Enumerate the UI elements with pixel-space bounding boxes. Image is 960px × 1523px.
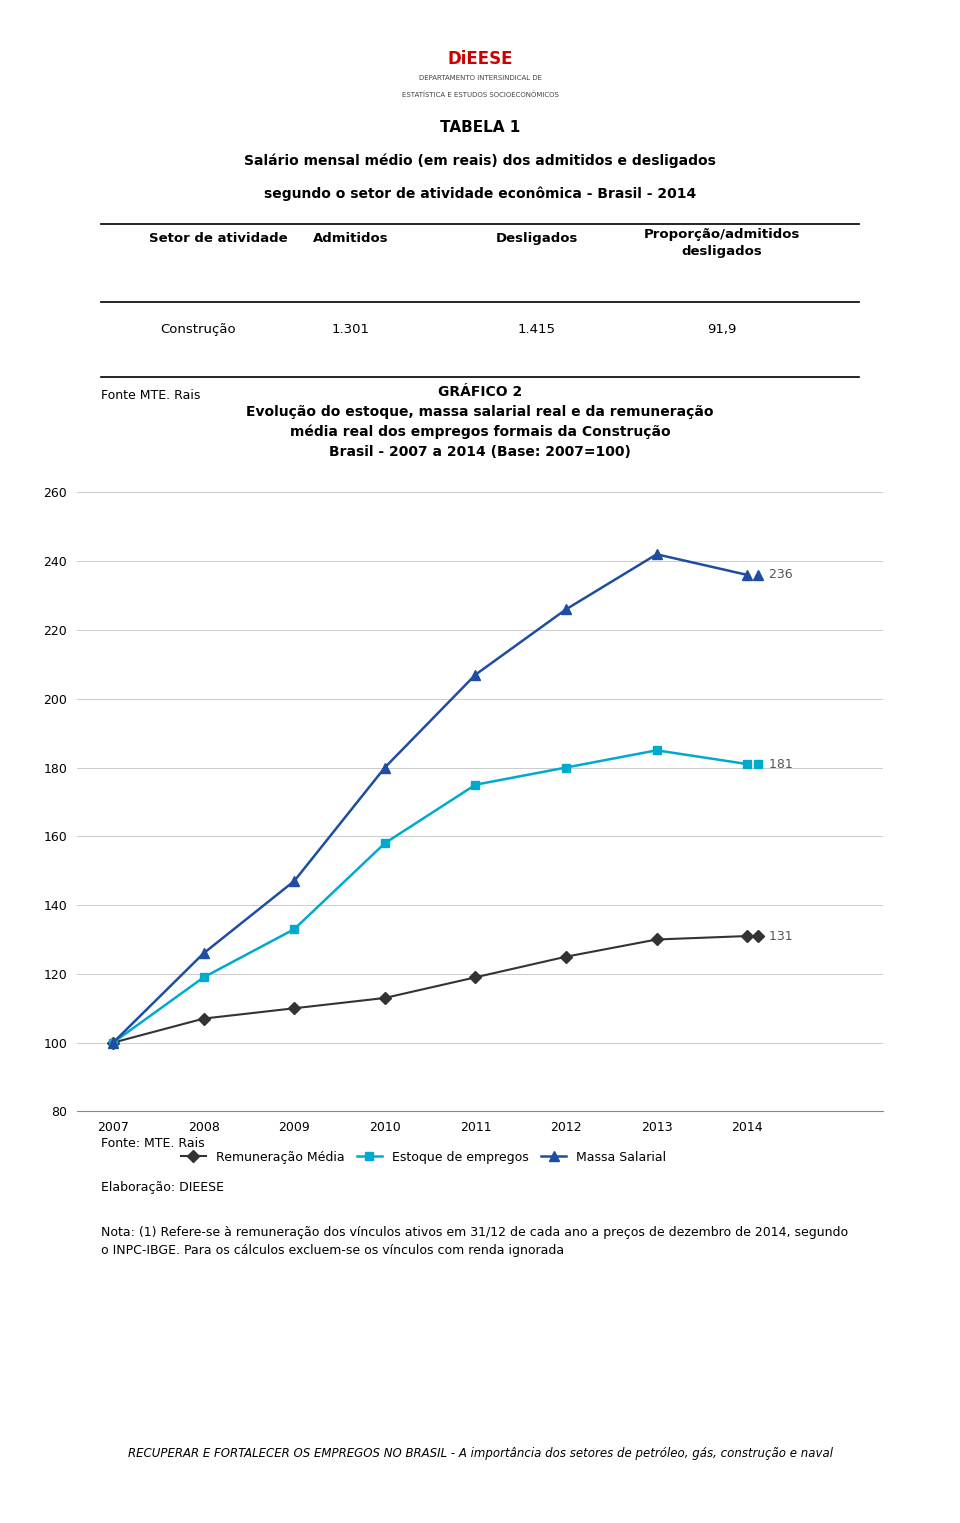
Legend: Remuneração Média, Estoque de empregos, Massa Salarial: Remuneração Média, Estoque de empregos, … — [176, 1145, 671, 1168]
Text: 131: 131 — [761, 929, 793, 943]
Text: Proporção/admitidos
desligados: Proporção/admitidos desligados — [644, 227, 800, 257]
Text: Salário mensal médio (em reais) dos admitidos e desligados: Salário mensal médio (em reais) dos admi… — [244, 154, 716, 168]
Text: Admitidos: Admitidos — [313, 231, 389, 245]
Text: DEPARTAMENTO INTERSINDICAL DE: DEPARTAMENTO INTERSINDICAL DE — [419, 75, 541, 81]
Text: Setor de atividade: Setor de atividade — [150, 231, 288, 245]
Text: 236: 236 — [761, 568, 793, 582]
Text: DiEESE: DiEESE — [447, 50, 513, 69]
Text: RECUPERAR E FORTALECER OS EMPREGOS NO BRASIL - A importância dos setores de petr: RECUPERAR E FORTALECER OS EMPREGOS NO BR… — [128, 1447, 832, 1461]
Text: Elaboração: DIEESE: Elaboração: DIEESE — [101, 1182, 224, 1194]
Text: 1.415: 1.415 — [517, 323, 556, 335]
Text: 181: 181 — [761, 757, 793, 771]
Text: Fonte MTE. Rais: Fonte MTE. Rais — [101, 388, 201, 402]
Text: TABELA 1: TABELA 1 — [440, 120, 520, 136]
Text: 91,9: 91,9 — [708, 323, 736, 335]
Title: GRÁFICO 2
Evolução do estoque, massa salarial real e da remuneração
média real d: GRÁFICO 2 Evolução do estoque, massa sal… — [247, 385, 713, 458]
Text: Construção: Construção — [160, 323, 235, 335]
Text: segundo o setor de atividade econômica - Brasil - 2014: segundo o setor de atividade econômica -… — [264, 186, 696, 201]
Text: ESTATÍSTICA E ESTUDOS SOCIOECONÔMICOS: ESTATÍSTICA E ESTUDOS SOCIOECONÔMICOS — [401, 91, 559, 97]
Text: Nota: (1) Refere-se à remuneração dos vínculos ativos em 31/12 de cada ano a pre: Nota: (1) Refere-se à remuneração dos ví… — [101, 1226, 848, 1256]
Text: 1.301: 1.301 — [332, 323, 370, 335]
Text: Fonte: MTE. Rais: Fonte: MTE. Rais — [101, 1136, 204, 1150]
Text: Desligados: Desligados — [495, 231, 578, 245]
